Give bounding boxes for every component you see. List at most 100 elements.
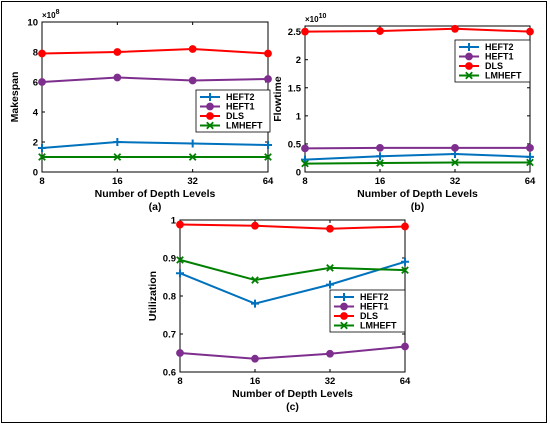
series-line (179, 223, 406, 230)
legend-label: DLS (226, 111, 244, 121)
y-tick-label: 2 (33, 138, 38, 149)
data-point (401, 222, 409, 231)
series-heft2 (38, 138, 272, 152)
data-point (326, 280, 334, 289)
legend-label: HEFT1 (360, 302, 389, 312)
data-point (251, 299, 259, 308)
data-point (113, 73, 122, 82)
data-point (264, 153, 272, 161)
series-heft1 (176, 342, 409, 363)
legend-marker (340, 321, 348, 330)
data-point (113, 153, 122, 161)
series-line (179, 260, 406, 305)
y-multiplier-base: ×10 (305, 15, 319, 24)
legend-label: HEFT2 (360, 292, 389, 302)
data-point (451, 143, 459, 152)
series-line (304, 27, 531, 33)
series-line (304, 153, 531, 161)
x-tick-label: 8 (39, 176, 44, 187)
x-tick-label: 64 (525, 176, 536, 187)
legend-marker (465, 52, 473, 61)
chart-caption: (c) (286, 401, 299, 413)
data-point (401, 342, 409, 351)
chart-caption: (b) (411, 201, 424, 213)
x-tick-label: 16 (112, 176, 123, 187)
series-heft1 (301, 143, 534, 153)
y-multiplier-exponent: 8 (56, 9, 60, 16)
y-tick-label: 10 (27, 18, 38, 29)
x-tick-label: 16 (250, 376, 261, 387)
data-point (326, 349, 334, 358)
data-point (251, 354, 259, 363)
data-point (38, 153, 46, 161)
y-tick-label: 0.9 (163, 254, 176, 265)
x-tick-label: 16 (375, 176, 386, 187)
data-point (301, 159, 309, 168)
series-line (304, 146, 530, 150)
data-point (176, 256, 184, 264)
x-tick-label: 8 (302, 176, 307, 187)
y-tick-label: 4 (33, 108, 39, 119)
data-point (176, 349, 184, 357)
data-point (113, 138, 122, 146)
series-line (179, 345, 406, 360)
data-point (176, 220, 184, 229)
series-line (179, 258, 406, 282)
y-tick-label: 0.6 (163, 368, 176, 379)
chart-c: 0.6 0.7 0.8 0.9 1 8 16 32 64 Number of Depth Leve… (147, 216, 411, 414)
legend-marker (465, 62, 473, 70)
x-tick-label: 32 (187, 176, 198, 187)
legend-marker (206, 112, 214, 120)
series-dls (301, 24, 534, 36)
legend-label: HEFT1 (226, 102, 255, 112)
data-point (526, 27, 534, 36)
x-tick-label: 32 (450, 176, 461, 187)
y-multiplier: ×1010 (305, 13, 326, 24)
legend-marker (340, 293, 348, 301)
y-tick-label: 8 (33, 48, 38, 59)
data-point (376, 152, 384, 161)
series-heft1 (38, 73, 272, 86)
y-axis-label: Flowtime (272, 76, 284, 122)
x-axis-label: Number of Depth Levels (95, 188, 216, 200)
y-multiplier-exponent: 10 (319, 13, 327, 20)
legend-marker (465, 71, 473, 80)
data-point (113, 48, 122, 56)
data-point (301, 27, 309, 36)
data-point (451, 24, 459, 33)
y-axis-label: Utilization (147, 271, 159, 321)
y-multiplier: ×108 (42, 9, 60, 20)
series-heft2 (301, 150, 534, 164)
legend-label: LMHEFT (226, 121, 263, 131)
series-dls (38, 45, 272, 58)
y-tick-label: 1.5 (288, 83, 302, 94)
y-tick-label: 1 (296, 111, 302, 122)
data-point (401, 266, 409, 274)
legend-label: DLS (485, 61, 503, 71)
x-tick-label: 32 (325, 376, 336, 387)
data-point (188, 139, 197, 148)
data-point (188, 45, 197, 53)
legend-label: DLS (360, 311, 378, 321)
legend-label: HEFT2 (485, 42, 514, 52)
data-point (326, 224, 334, 233)
data-point (38, 49, 46, 58)
series-lmheft (301, 158, 534, 168)
y-tick-label: 0.5 (288, 139, 302, 150)
x-tick-label: 64 (263, 176, 274, 187)
data-point (526, 143, 534, 152)
series-lmheft (176, 256, 409, 284)
chart-caption: (a) (149, 201, 162, 213)
data-point (451, 158, 459, 167)
legend-marker (340, 302, 348, 311)
legend-marker (465, 43, 473, 51)
series-line (41, 76, 269, 83)
legend-label: HEFT2 (226, 92, 255, 102)
y-multiplier-base: ×10 (42, 11, 56, 20)
data-point (38, 78, 46, 86)
data-point (176, 269, 184, 278)
